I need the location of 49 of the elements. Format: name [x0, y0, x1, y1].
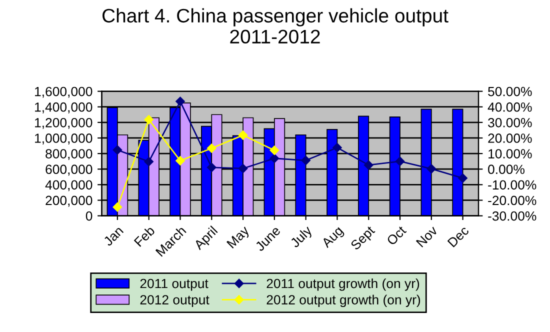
y-tick-label: 0	[86, 211, 92, 221]
point	[270, 146, 280, 155]
x-tick-label: Nov	[416, 225, 438, 248]
point	[238, 164, 248, 174]
point	[112, 202, 122, 212]
y2-tick-label: 20.00%	[488, 134, 532, 143]
y2-tick-label: 50.00%	[488, 86, 532, 96]
x-tick-label: Feb	[134, 225, 156, 247]
point	[332, 143, 342, 152]
x-tick-label: Jan	[102, 226, 124, 247]
legend-label: 2012 output growth (on yr)	[266, 294, 420, 308]
y2-tick-label: -10.00%	[488, 180, 536, 190]
legend-label: 2011 output growth (on yr)	[266, 278, 420, 291]
y-tick-label: 600,000	[46, 164, 92, 176]
point	[270, 154, 280, 163]
point	[238, 130, 248, 140]
y2-tick-label: -20.00%	[488, 196, 536, 206]
x-tick-label: Oct	[386, 225, 407, 246]
chart-title: Chart 4. China passenger vehicle output 2011-2012	[102, 8, 448, 44]
x-tick-label: May	[226, 225, 252, 250]
y-tick-label: 1,400,000	[35, 102, 92, 114]
point	[176, 96, 185, 106]
point	[144, 157, 154, 166]
x-tick-label: Dec	[447, 225, 470, 248]
y-tick-label: 400,000	[45, 180, 92, 192]
y2-tick-label: -30.00%	[488, 211, 536, 221]
y2-tick-label: 0.00%	[488, 164, 524, 174]
point	[176, 156, 185, 166]
point	[364, 160, 374, 170]
point	[426, 164, 436, 174]
point	[112, 145, 122, 155]
legend-label: 2011 output	[140, 278, 208, 291]
y-tick-label: 1,000,000	[35, 134, 92, 144]
point	[395, 156, 405, 166]
x-tick-label: Aug	[320, 226, 346, 250]
y-tick-label: 200,000	[46, 196, 92, 207]
y2-tick-label: 30.00%	[488, 118, 532, 128]
y2-tick-label: 10.00%	[488, 149, 532, 158]
y-tick-label: 1,600,000	[35, 86, 92, 98]
legend-label: 2012 output	[140, 295, 210, 308]
y-tick-label: 1,200,000	[35, 118, 92, 129]
point	[207, 144, 216, 153]
point	[144, 115, 154, 124]
y2-tick-label: 40.00%	[488, 102, 532, 112]
y-tick-label: 800,000	[46, 149, 92, 160]
point	[458, 174, 468, 183]
point	[207, 162, 216, 172]
point	[301, 156, 310, 166]
x-tick-label: July	[289, 224, 315, 250]
